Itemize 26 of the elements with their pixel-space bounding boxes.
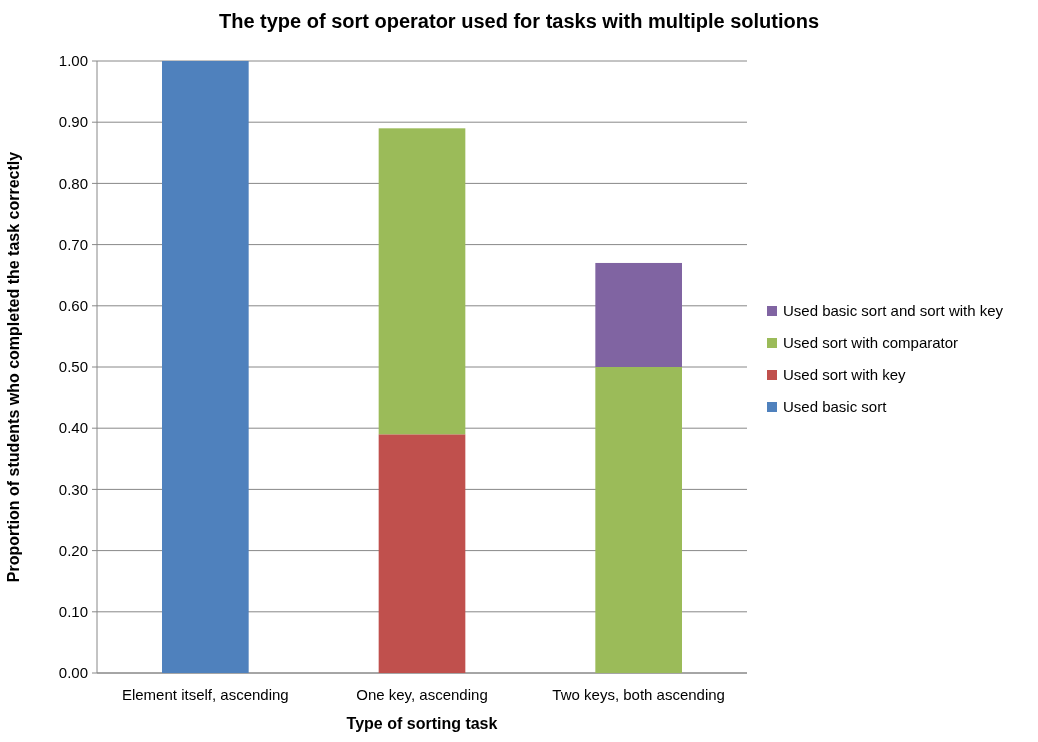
- legend-label: Used basic sort and sort with key: [783, 302, 1004, 320]
- y-tick-label: 0.20: [58, 541, 88, 559]
- legend-label: Used sort with comparator: [783, 334, 959, 352]
- y-tick-label: 0.40: [58, 419, 88, 437]
- bar: [162, 61, 249, 673]
- y-tick-label: 0.90: [58, 113, 88, 131]
- x-tick-label: Element itself, ascending: [121, 686, 289, 703]
- bar: [378, 128, 466, 435]
- y-tick-label: 0.60: [58, 297, 88, 315]
- x-axis-title: Type of sorting task: [346, 715, 498, 732]
- legend-label: Used sort with key: [783, 366, 907, 384]
- y-tick-label: 0.30: [58, 480, 88, 498]
- y-axis-title: Proportion of students who completed the task correctly: [5, 151, 22, 583]
- legend-label: Used basic sort: [783, 398, 888, 416]
- bar: [378, 434, 466, 673]
- x-tick-label: One key, ascending: [356, 686, 488, 703]
- y-tick-label: 0.00: [58, 664, 88, 682]
- chart-title: The type of sort operator used for tasks with multiple solutions: [218, 10, 820, 32]
- bar: [595, 367, 682, 673]
- y-tick-label: 0.50: [58, 358, 88, 376]
- y-tick-label: 0.80: [58, 174, 88, 192]
- bar: [595, 262, 682, 367]
- y-tick-label: 0.10: [58, 603, 88, 621]
- x-tick-label: Two keys, both ascending: [552, 686, 725, 703]
- y-tick-label: 1.00: [58, 52, 88, 70]
- y-tick-label: 0.70: [58, 235, 88, 253]
